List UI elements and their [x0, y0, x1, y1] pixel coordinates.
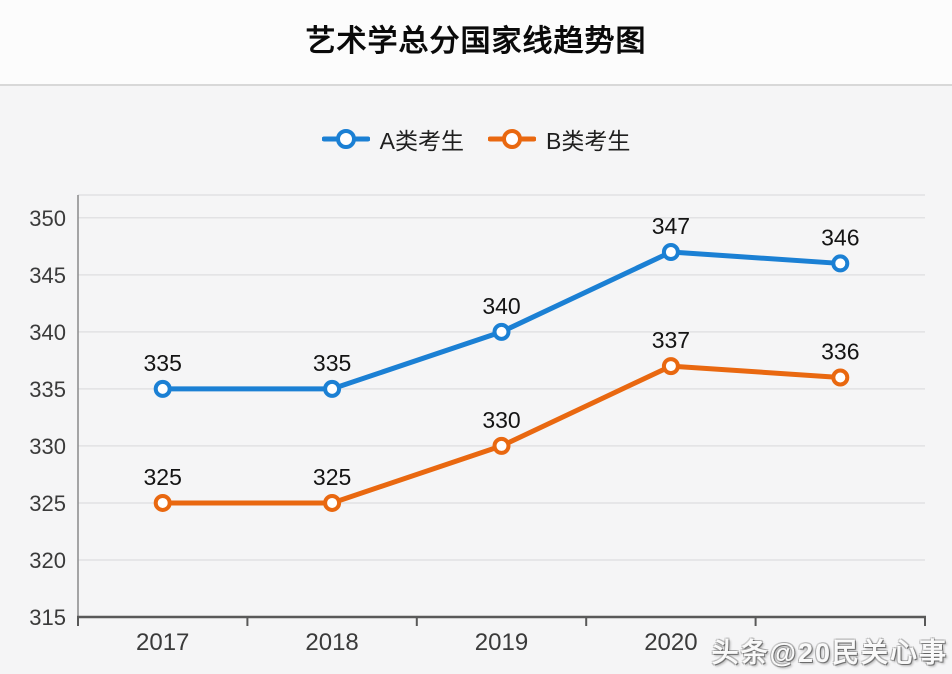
title-bar	[0, 0, 952, 84]
data-point-marker	[323, 379, 342, 398]
x-tick-label: 2020	[644, 629, 697, 656]
x-tick-label: 2017	[136, 629, 189, 656]
data-point-marker	[153, 379, 172, 398]
series-b-line-marker-icon	[488, 129, 536, 149]
y-tick-label: 325	[29, 491, 66, 516]
y-tick-label: 320	[29, 548, 66, 573]
data-point-marker	[661, 357, 680, 376]
data-point-label: 340	[482, 293, 520, 319]
legend-label-series-a: A类考生	[379, 128, 464, 154]
data-point-label: 330	[482, 407, 520, 433]
data-point-label: 337	[652, 327, 690, 353]
data-point-marker	[831, 368, 850, 387]
chart-title: 艺术学总分国家线趋势图	[305, 25, 647, 58]
legend-label-series-b: B类考生	[546, 128, 631, 154]
data-point-marker	[323, 493, 342, 512]
data-point-label: 346	[821, 224, 859, 250]
data-point-marker	[153, 493, 172, 512]
data-point-label: 335	[313, 350, 351, 376]
y-tick-label: 315	[29, 605, 66, 630]
y-tick-label: 330	[29, 434, 66, 459]
data-point-marker	[492, 322, 511, 341]
data-point-label: 325	[313, 464, 351, 490]
y-tick-label: 345	[29, 263, 66, 288]
data-point-label: 336	[821, 338, 859, 364]
legend-item-series-b[interactable]: B类考生	[488, 122, 630, 156]
data-point-label: 347	[652, 213, 690, 239]
data-point-marker	[831, 254, 850, 273]
data-point-marker	[661, 243, 680, 262]
data-point-label: 335	[144, 350, 182, 376]
legend-item-series-a[interactable]: A类考生	[321, 122, 464, 156]
header-divider	[0, 84, 952, 86]
x-tick-label: 2018	[305, 629, 358, 656]
y-tick-label: 340	[29, 320, 66, 345]
x-tick-label: 2019	[475, 629, 528, 656]
y-tick-label: 335	[29, 377, 66, 402]
data-point-label: 325	[144, 464, 182, 490]
series-a-line-marker-icon	[321, 129, 370, 149]
legend: A类考生 B类考生	[0, 122, 952, 156]
y-tick-label: 350	[29, 206, 66, 231]
data-point-marker	[492, 436, 511, 455]
